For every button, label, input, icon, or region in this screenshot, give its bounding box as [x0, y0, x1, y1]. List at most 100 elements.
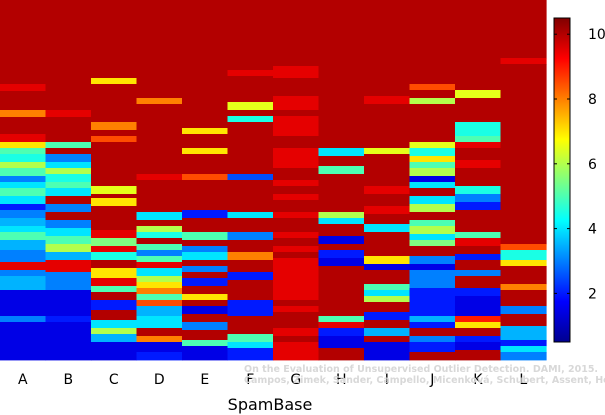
heatmap-cell-F-1: [227, 70, 274, 77]
heatmap-cell-H-8: [318, 236, 365, 245]
heatmap-cell-I-14: [364, 284, 411, 291]
heatmap-cell-F-3: [227, 102, 274, 111]
heatmap-cell-G-25: [273, 342, 320, 361]
x-tick-label-G: G: [290, 372, 301, 388]
colorbar-tick-label-2: 6: [588, 157, 597, 173]
colorbar-tick-label-1: 4: [588, 222, 597, 238]
colorbar-ticks: 2 4 6 8 10: [554, 27, 605, 302]
heatmap-cell-J-15: [409, 212, 456, 221]
heatmap-cell-D-5: [136, 212, 183, 221]
heatmap-cell-B-1: [45, 110, 92, 118]
heatmap-cell-L-12: [500, 340, 547, 347]
heatmap-cell-G-19: [273, 258, 320, 301]
heatmap-cell-J-24: [409, 288, 456, 317]
heatmap-cell-D-2: [136, 104, 183, 175]
heatmap-cell-I-19: [364, 320, 411, 329]
heatmap-cell-D-10: [136, 244, 183, 251]
heatmap-cell-E-10: [182, 240, 229, 247]
heatmap-cell-D-24: [136, 342, 183, 353]
heatmap-cell-C-16: [91, 268, 138, 279]
heatmap-cell-F-17: [227, 300, 274, 317]
heatmap-cell-I-10: [364, 232, 411, 257]
heatmap-cell-K-18: [455, 270, 502, 277]
x-tick-label-H: H: [336, 372, 347, 388]
heatmap-cell-B-2: [45, 117, 92, 143]
heatmap-cell-B-18: [45, 252, 92, 261]
heatmap-cell-F-11: [227, 232, 274, 241]
heatmap-cell-I-11: [364, 256, 411, 265]
heatmap-cell-G-6: [273, 136, 320, 149]
heatmap-cell-J-30: [409, 352, 456, 361]
heatmap-cell-A-25: [0, 290, 47, 317]
heatmap-cell-K-25: [455, 336, 502, 343]
heatmap-cell-G-8: [273, 168, 320, 181]
heatmap-cell-C-25: [91, 342, 138, 361]
heatmap-cell-K-19: [455, 276, 502, 289]
heatmap-cell-B-3: [45, 142, 92, 149]
heatmap-cell-E-12: [182, 252, 229, 261]
heatmap-cell-C-10: [91, 206, 138, 231]
heatmap-cell-H-14: [318, 322, 365, 329]
heatmap-cell-B-14: [45, 220, 92, 229]
heatmap-cell-B-19: [45, 260, 92, 273]
heatmap-cell-D-21: [136, 316, 183, 329]
x-tick-label-E: E: [200, 372, 209, 388]
heatmap-cell-F-2: [227, 76, 274, 103]
heatmap-cell-J-23: [409, 270, 456, 289]
heatmap-cell-I-20: [364, 328, 411, 337]
heatmap-cell-G-3: [273, 96, 320, 111]
heatmap-cell-C-12: [91, 238, 138, 247]
heatmap-cell-D-3: [136, 174, 183, 181]
colorbar-bar: [553, 17, 571, 343]
heatmap-cell-A-23: [0, 270, 47, 277]
heatmap-cell-B-17: [45, 244, 92, 253]
heatmap-cell-H-2: [318, 156, 365, 167]
credit-line-1: On the Evaluation of Unsupervised Outlie…: [244, 364, 598, 375]
plot-area: [0, 0, 547, 361]
x-tick-label-F: F: [246, 372, 254, 388]
heatmap-cell-A-16: [0, 210, 47, 219]
heatmap-cell-H-10: [318, 250, 365, 259]
heatmap-cell-A-10: [0, 168, 47, 177]
heatmap-cell-L-2: [500, 64, 547, 245]
heatmap-cell-A-11: [0, 176, 47, 183]
heatmap-cell-C-24: [91, 334, 138, 343]
heatmap-cell-G-23: [273, 328, 320, 337]
heatmap-cell-H-5: [318, 212, 365, 219]
heatmap-cell-J-12: [409, 188, 456, 197]
heatmap-cell-A-17: [0, 218, 47, 227]
heatmap-cell-E-4: [182, 154, 229, 175]
heatmap-cell-L-7: [500, 284, 547, 291]
heatmap-cell-G-7: [273, 148, 320, 169]
heatmap-cell-L-9: [500, 306, 547, 315]
heatmap-cell-A-7: [0, 148, 47, 155]
heatmap-cell-C-13: [91, 246, 138, 253]
heatmap-cell-C-2: [91, 84, 138, 123]
heatmap-cell-I-12: [364, 264, 411, 271]
heatmap-cell-I-0: [364, 0, 411, 97]
heatmap-cell-A-24: [0, 276, 47, 291]
heatmap-cell-E-15: [182, 272, 229, 279]
heatmap-cell-J-28: [409, 336, 456, 343]
heatmap-cell-B-13: [45, 212, 92, 221]
heatmap-cell-F-5: [227, 116, 274, 123]
heatmap-cell-J-11: [409, 182, 456, 189]
heatmap-cell-G-13: [273, 212, 320, 219]
x-tick-label-D: D: [154, 372, 165, 388]
heatmap-cell-A-14: [0, 196, 47, 205]
heatmap-cell-F-4: [227, 110, 274, 117]
heatmap-cell-C-23: [91, 328, 138, 335]
heatmap-cell-K-26: [455, 342, 502, 351]
heatmap-cell-J-7: [409, 156, 456, 163]
heatmap-cell-G-24: [273, 336, 320, 343]
heatmap-cell-K-4: [455, 136, 502, 143]
heatmap-cell-A-8: [0, 154, 47, 163]
heatmap-cell-B-11: [45, 196, 92, 205]
x-tick-labels: A B C D E F G H I J K L: [18, 372, 527, 388]
heatmap-cell-B-0: [45, 0, 92, 111]
heatmap-cell-J-17: [409, 226, 456, 235]
heatmap-cell-E-11: [182, 246, 229, 253]
heatmap-cell-I-17: [364, 302, 411, 313]
heatmap-cell-E-14: [182, 266, 229, 273]
heatmap-cell-C-19: [91, 292, 138, 301]
